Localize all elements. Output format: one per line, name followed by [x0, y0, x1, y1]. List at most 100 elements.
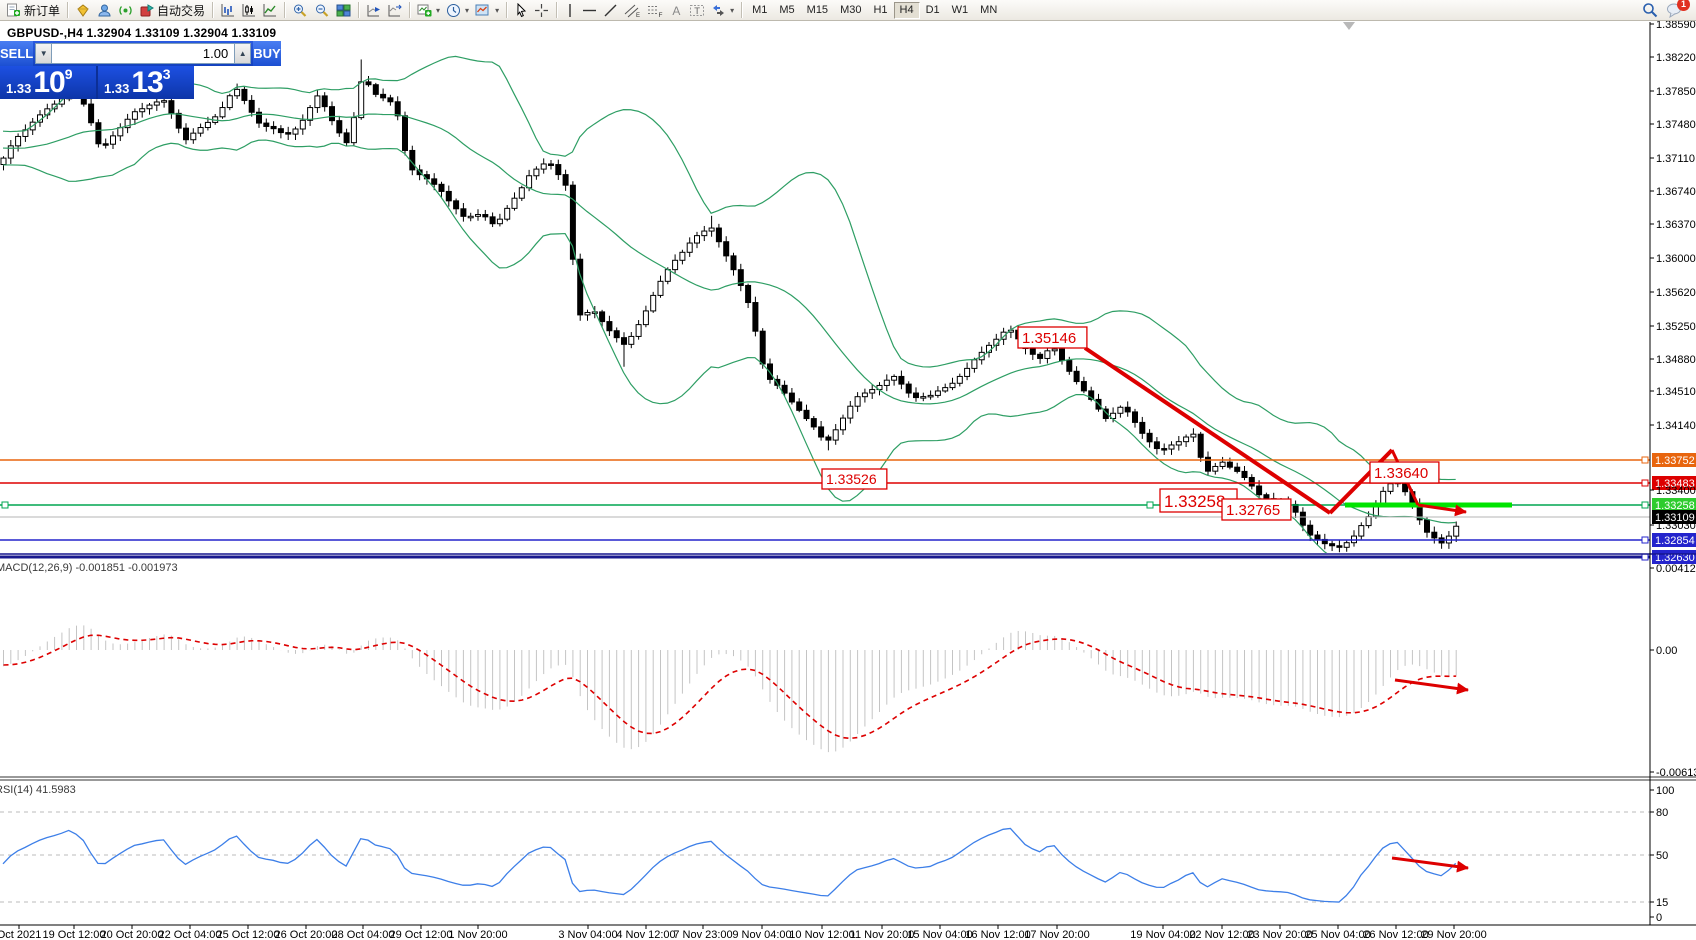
line-handle[interactable] — [1, 501, 9, 509]
sell-price-display[interactable]: 1.33 10 9 — [0, 66, 96, 99]
volume-increase-button[interactable]: ▲ — [234, 43, 252, 64]
direction-arrow[interactable] — [1394, 678, 1469, 695]
svg-text:4 Nov 12:00: 4 Nov 12:00 — [616, 929, 675, 940]
rsi-line — [2, 827, 1457, 903]
volume-input[interactable] — [52, 43, 235, 64]
svg-text:19 Nov 04:00: 19 Nov 04:00 — [1130, 929, 1195, 940]
timeframe-w1[interactable]: W1 — [951, 3, 969, 16]
svg-text:80: 80 — [1656, 807, 1668, 819]
timeframe-d1[interactable]: D1 — [925, 3, 940, 16]
chart-shift-button[interactable] — [384, 1, 405, 19]
new-order-button[interactable]: 新订单 — [3, 1, 63, 19]
trader-annotations[interactable]: 1.35146 1.33526 1.33258 1.33640 1.32765 — [821, 326, 1469, 873]
vline-tool-button[interactable] — [561, 1, 579, 19]
price-annotation-box[interactable] — [1017, 326, 1088, 349]
autotrade-label: 自动交易 — [157, 3, 206, 18]
templates-button[interactable]: ▾ — [472, 1, 502, 19]
svg-text:0: 0 — [1656, 912, 1662, 924]
zoom-out-icon — [316, 4, 329, 17]
arrows-tool-button[interactable]: ▾ — [708, 1, 737, 19]
profile-icon — [98, 4, 111, 16]
svg-text:0.004128: 0.004128 — [1656, 563, 1696, 575]
svg-text:28 Oct 04:00: 28 Oct 04:00 — [332, 929, 395, 940]
svg-text:1.38590: 1.38590 — [1656, 19, 1696, 31]
gold-diamond-icon — [77, 3, 89, 17]
timeframe-mn[interactable]: MN — [980, 3, 998, 16]
direction-arrow[interactable] — [1391, 856, 1469, 873]
buy-button[interactable]: BUY — [253, 41, 281, 66]
fibonacci-tool-button[interactable]: F — [644, 1, 667, 19]
autotrade-icon — [140, 3, 154, 16]
timeframe-m30[interactable]: M30 — [840, 3, 862, 16]
svg-text:16 Nov 12:00: 16 Nov 12:00 — [965, 929, 1030, 940]
price-axis-labels: 1.38590 1.38220 1.37850 1.37480 1.37110 1.367… — [1650, 19, 1696, 924]
trend-line[interactable] — [1083, 346, 1332, 515]
svg-text:1.36370: 1.36370 — [1656, 219, 1696, 231]
timeframe-h1[interactable]: H1 — [873, 3, 888, 16]
volume-decrease-button[interactable]: ▼ — [35, 43, 53, 64]
price-annotation-box[interactable] — [1221, 498, 1292, 521]
zoom-in-button[interactable] — [289, 1, 311, 19]
trendline-tool-button[interactable] — [600, 1, 621, 19]
svg-text:1.33483: 1.33483 — [1655, 478, 1695, 490]
price-annotation-box[interactable] — [1369, 461, 1440, 484]
horizontal-lines[interactable]: 1.337521.334831.332581.331091.328541.326… — [0, 453, 1696, 564]
svg-text:1.33400: 1.33400 — [1656, 485, 1696, 497]
rsi-indicator-label: RSI(14) 41.5983 — [0, 784, 76, 796]
direction-arrow[interactable] — [1417, 503, 1467, 517]
price-line-label — [1652, 453, 1696, 467]
svg-text:0.00: 0.00 — [1656, 645, 1677, 657]
price-annotation-box[interactable] — [821, 468, 888, 490]
profile-button[interactable] — [94, 1, 115, 19]
svg-text:A: A — [672, 4, 680, 18]
auto-scroll-button[interactable] — [363, 1, 384, 19]
zoom-in-icon — [294, 4, 307, 17]
svg-text:17 Nov 20:00: 17 Nov 20:00 — [1024, 929, 1089, 940]
timeframe-m15[interactable]: M15 — [806, 3, 829, 16]
line-handle[interactable] — [1641, 501, 1649, 509]
candle-chart-mode-button[interactable] — [238, 1, 259, 19]
new-chart-button[interactable]: ▾ — [414, 1, 443, 19]
search-icon[interactable] — [1642, 2, 1658, 18]
notifications-button[interactable]: 1 — [1666, 0, 1690, 18]
tile-windows-icon — [336, 4, 351, 16]
signals-button[interactable] — [115, 1, 136, 19]
candlestick-chart-icon — [242, 3, 256, 16]
svg-text:1.33109: 1.33109 — [1655, 512, 1695, 524]
svg-text:1 Nov 20:00: 1 Nov 20:00 — [448, 929, 507, 940]
svg-text:11 Nov 20:00: 11 Nov 20:00 — [850, 929, 915, 940]
crosshair-tool-button[interactable] — [531, 1, 552, 19]
line-handle[interactable] — [1641, 536, 1649, 544]
svg-text:10 Nov 12:00: 10 Nov 12:00 — [789, 929, 854, 940]
bar-chart-mode-button[interactable] — [217, 1, 238, 19]
line-handle[interactable] — [1641, 479, 1649, 487]
sell-button[interactable]: SELL — [0, 41, 34, 66]
trend-line[interactable] — [1328, 448, 1394, 515]
timeframe-m5[interactable]: M5 — [779, 3, 795, 16]
text-tool-button[interactable]: A — [667, 1, 686, 19]
autotrade-button[interactable]: 自动交易 — [136, 1, 208, 19]
svg-text:1.36740: 1.36740 — [1656, 186, 1696, 198]
toolbar-separator — [67, 2, 69, 18]
line-handle[interactable] — [1641, 553, 1649, 561]
tile-windows-button[interactable] — [333, 1, 354, 19]
periods-button[interactable]: ▾ — [443, 1, 472, 19]
hline-tool-button[interactable] — [579, 1, 600, 19]
timeframe-m1[interactable]: M1 — [752, 3, 768, 16]
svg-text:1.33526: 1.33526 — [826, 471, 877, 487]
chart-shift-marker[interactable] — [1343, 22, 1355, 30]
line-handle[interactable] — [1146, 501, 1154, 509]
cursor-tool-button[interactable] — [511, 1, 531, 19]
zoom-out-button[interactable] — [311, 1, 333, 19]
equidistant-channel-button[interactable]: E — [621, 1, 644, 19]
chart-title: GBPUSD-,H4 1.32904 1.33109 1.32904 1.331… — [7, 26, 277, 40]
line-handle[interactable] — [1641, 456, 1649, 464]
text-label-tool-button[interactable]: T — [686, 1, 708, 19]
timeframe-h4[interactable]: H4 — [893, 1, 920, 19]
line-chart-mode-button[interactable] — [259, 1, 280, 19]
svg-text:1.37850: 1.37850 — [1656, 86, 1696, 98]
deposit-button[interactable] — [72, 1, 94, 19]
buy-price-display[interactable]: 1.33 13 3 — [98, 66, 194, 99]
toolbar-separator — [212, 2, 214, 18]
